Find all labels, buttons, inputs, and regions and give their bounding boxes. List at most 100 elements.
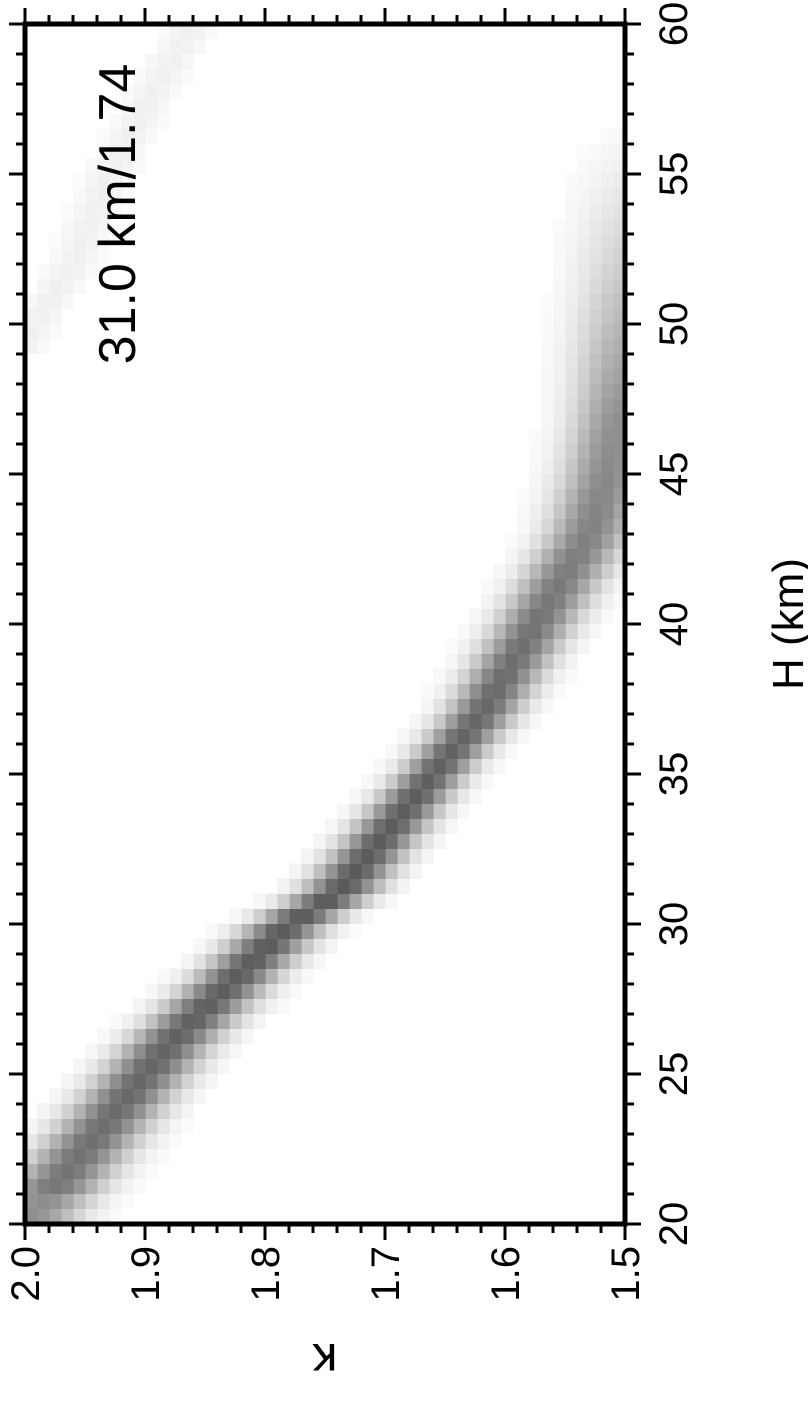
heatmap-cell bbox=[565, 533, 578, 549]
heatmap-cell bbox=[565, 278, 578, 294]
heatmap-cell bbox=[133, 158, 146, 174]
heatmap-cell bbox=[421, 818, 434, 834]
heatmap-cell bbox=[121, 143, 134, 159]
heatmap-cell bbox=[253, 893, 266, 909]
heatmap-cell bbox=[577, 638, 590, 654]
heatmap-cell bbox=[73, 173, 86, 189]
heatmap-cell bbox=[85, 188, 98, 204]
heatmap-cell bbox=[577, 293, 590, 309]
heatmap-cell bbox=[25, 1118, 38, 1134]
heatmap-cell bbox=[577, 518, 590, 534]
heatmap-cell bbox=[421, 758, 434, 774]
heatmap-cell bbox=[481, 668, 494, 684]
heatmap-cell bbox=[193, 1073, 206, 1089]
heatmap-cell bbox=[325, 818, 338, 834]
heatmap-cell bbox=[565, 263, 578, 279]
heatmap-cell bbox=[385, 818, 398, 834]
heatmap-cell bbox=[541, 653, 554, 669]
heatmap-cell bbox=[73, 1088, 86, 1104]
heatmap-cell bbox=[109, 173, 122, 189]
heatmap-cell bbox=[193, 1028, 206, 1044]
heatmap-cell bbox=[37, 1193, 50, 1209]
heatmap-cell bbox=[217, 998, 230, 1014]
heatmap-cell bbox=[181, 1013, 194, 1029]
heatmap-cell bbox=[325, 878, 338, 894]
heatmap-cell bbox=[109, 1088, 122, 1104]
heatmap-cell bbox=[613, 263, 626, 279]
heatmap-cell bbox=[613, 383, 626, 399]
heatmap-cell bbox=[49, 1193, 62, 1209]
heatmap-cell bbox=[589, 623, 602, 639]
heatmap-cell bbox=[265, 998, 278, 1014]
x-tick-label: 30 bbox=[652, 902, 696, 947]
heatmap-cell bbox=[85, 1148, 98, 1164]
heatmap-cell bbox=[541, 293, 554, 309]
heatmap-cell bbox=[421, 773, 434, 789]
heatmap-cell bbox=[157, 23, 170, 39]
heatmap-cell bbox=[25, 338, 38, 354]
heatmap-cell bbox=[361, 848, 374, 864]
heatmap-cell bbox=[421, 698, 434, 714]
heatmap-cell bbox=[613, 533, 626, 549]
heatmap-cell bbox=[565, 203, 578, 219]
heatmap-cell bbox=[541, 413, 554, 429]
heatmap-cell bbox=[37, 1103, 50, 1119]
heatmap-cell bbox=[349, 848, 362, 864]
heatmap-cell bbox=[313, 863, 326, 879]
heatmap-cell bbox=[541, 683, 554, 699]
heatmap-cell bbox=[565, 428, 578, 444]
heatmap-cell bbox=[133, 98, 146, 114]
heatmap-cell bbox=[217, 953, 230, 969]
heatmap-cell bbox=[181, 968, 194, 984]
heatmap-cell bbox=[613, 473, 626, 489]
heatmap-cell bbox=[301, 938, 314, 954]
heatmap-cell bbox=[529, 593, 542, 609]
heatmap-cell bbox=[49, 233, 62, 249]
heatmap-cell bbox=[565, 623, 578, 639]
heatmap-cell bbox=[229, 983, 242, 999]
heatmap-cell bbox=[97, 1073, 110, 1089]
heatmap-cell bbox=[577, 263, 590, 279]
heatmap-cell bbox=[133, 1118, 146, 1134]
heatmap-cell bbox=[589, 203, 602, 219]
heatmap-cell bbox=[325, 833, 338, 849]
heatmap-cell bbox=[529, 683, 542, 699]
heatmap-cell bbox=[469, 608, 482, 624]
heatmap-cell bbox=[109, 1028, 122, 1044]
heatmap-cell bbox=[433, 668, 446, 684]
heatmap-cell bbox=[445, 698, 458, 714]
heatmap-cell bbox=[157, 1133, 170, 1149]
heatmap-cell bbox=[157, 998, 170, 1014]
heatmap-cell bbox=[97, 1043, 110, 1059]
heatmap-cell bbox=[169, 83, 182, 99]
heatmap-cell bbox=[601, 413, 614, 429]
heatmap-cell bbox=[121, 1043, 134, 1059]
heatmap-cell bbox=[265, 893, 278, 909]
heatmap-cell bbox=[205, 953, 218, 969]
heatmap-cell bbox=[157, 1043, 170, 1059]
heatmap-cell bbox=[613, 323, 626, 339]
heatmap-cell bbox=[109, 1133, 122, 1149]
heatmap-cell bbox=[121, 188, 134, 204]
heatmap-cell bbox=[505, 593, 518, 609]
heatmap-cell bbox=[589, 533, 602, 549]
heatmap-cell bbox=[373, 773, 386, 789]
heatmap-cell bbox=[601, 503, 614, 519]
heatmap-cell bbox=[541, 608, 554, 624]
heatmap-cell bbox=[421, 848, 434, 864]
heatmap-cell bbox=[589, 158, 602, 174]
heatmap-cell bbox=[541, 698, 554, 714]
heatmap-cell bbox=[217, 1058, 230, 1074]
heatmap-cell bbox=[49, 1178, 62, 1194]
heatmap-cell bbox=[457, 668, 470, 684]
heatmap-cell bbox=[397, 863, 410, 879]
heatmap-cell bbox=[409, 773, 422, 789]
heatmap-cell bbox=[553, 653, 566, 669]
heatmap-cell bbox=[397, 788, 410, 804]
heatmap-cell bbox=[253, 953, 266, 969]
heatmap-cell bbox=[577, 623, 590, 639]
heatmap-cell bbox=[481, 773, 494, 789]
heatmap-cell bbox=[97, 1148, 110, 1164]
heatmap-cell bbox=[205, 1058, 218, 1074]
heatmap-cell bbox=[541, 578, 554, 594]
